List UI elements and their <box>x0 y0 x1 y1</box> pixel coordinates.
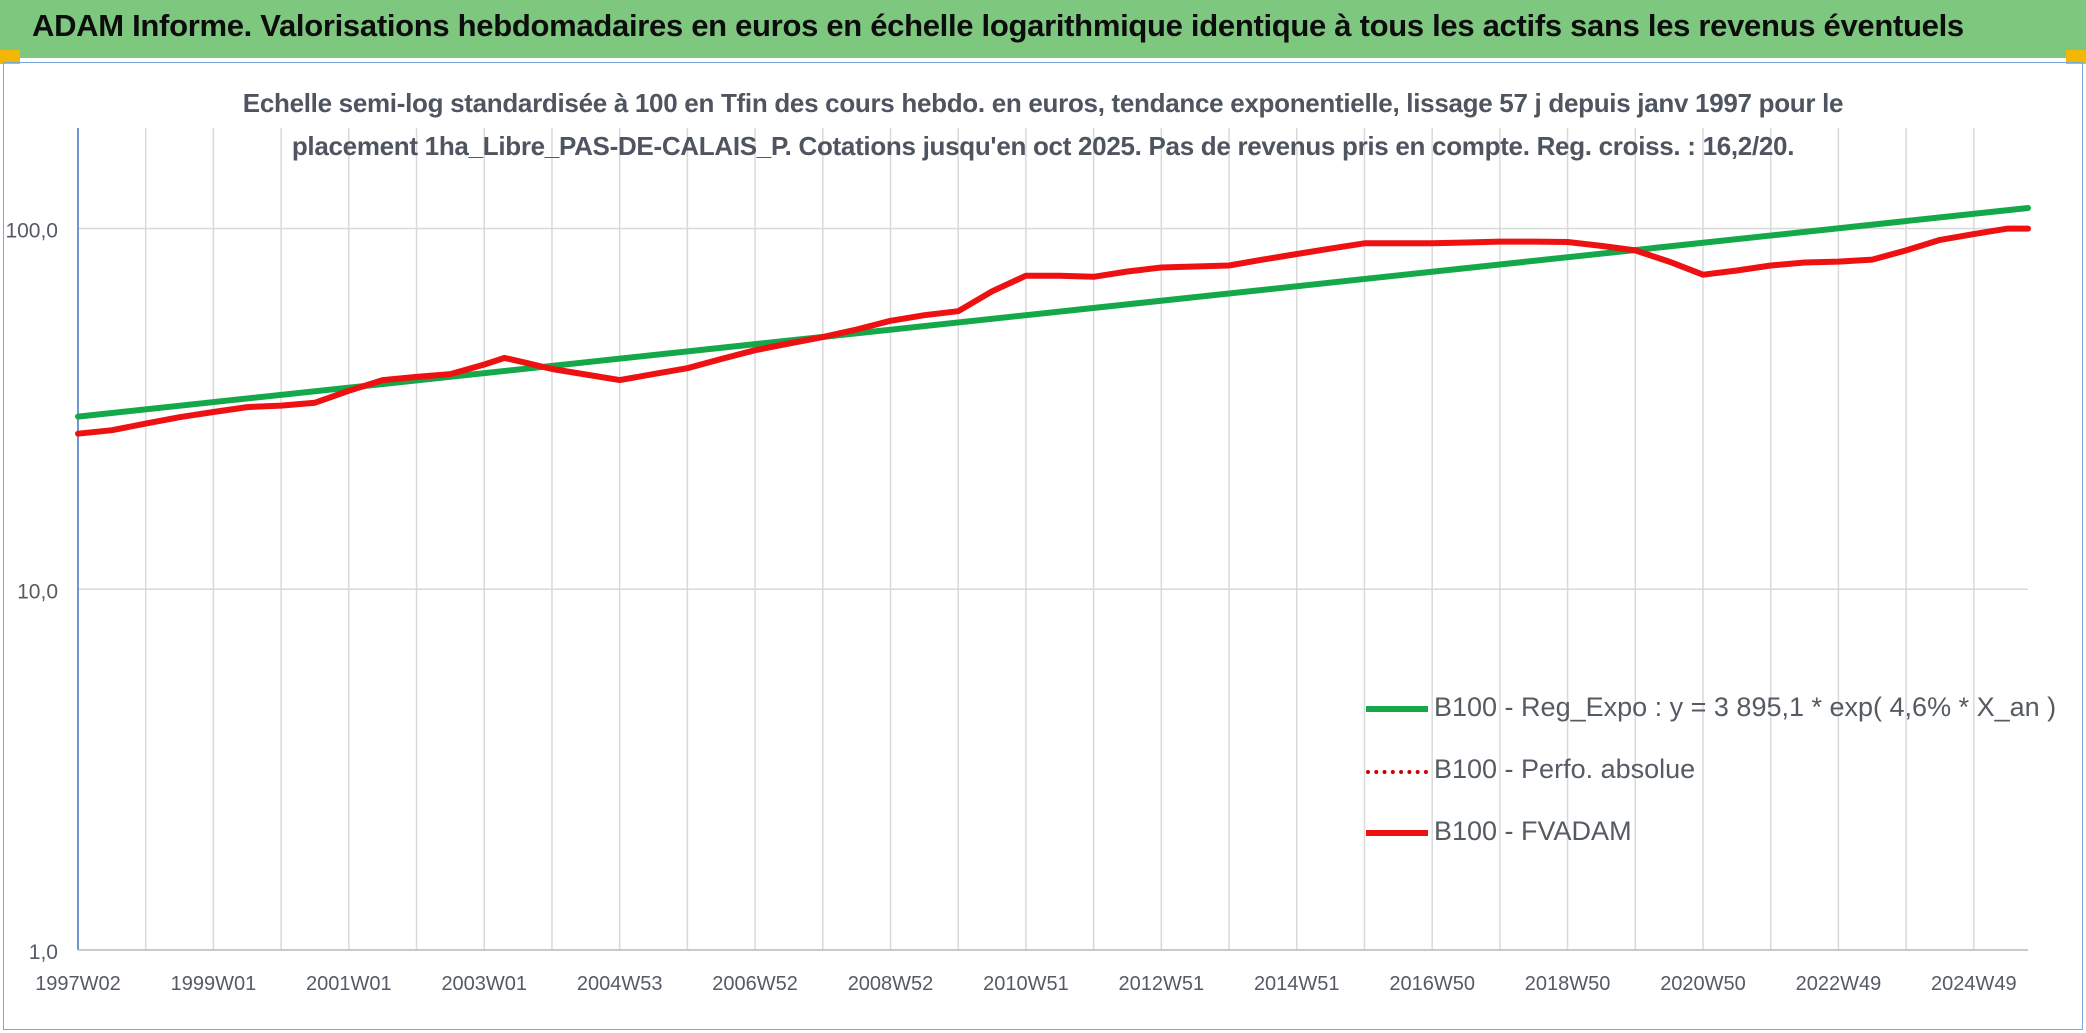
x-tick-label: 1999W01 <box>171 973 257 995</box>
x-tick-label: 2010W51 <box>983 973 1069 995</box>
x-tick-label: 2014W51 <box>1254 973 1340 995</box>
chart-subtitle-line-2: placement 1ha_Libre_PAS-DE-CALAIS_P. Cot… <box>291 131 1795 161</box>
x-tick-label: 2003W01 <box>441 973 527 995</box>
header-bar: ADAM Informe. Valorisations hebdomadaire… <box>0 0 2086 58</box>
chart-frame <box>3 62 2083 1030</box>
x-tick-label: 1997W02 <box>35 973 121 995</box>
chart-subtitle-line-1: Echelle semi-log standardisée à 100 en T… <box>242 88 1844 118</box>
legend-label-fvadam: B100 - FVADAM <box>1434 816 1632 846</box>
x-tick-label: 2022W49 <box>1796 973 1882 995</box>
x-tick-label: 2004W53 <box>577 973 663 995</box>
chart-series <box>75 205 2031 437</box>
corner-accent-right <box>2066 50 2086 64</box>
series-fvadam-line <box>75 225 2031 437</box>
legend-swatch-trend <box>1366 706 1428 712</box>
legend-label-trend: B100 - Reg_Expo : y = 3 895,1 * exp( 4,6… <box>1434 692 2057 722</box>
x-tick-label: 2024W49 <box>1931 973 2017 995</box>
page-title: ADAM Informe. Valorisations hebdomadaire… <box>32 8 1964 43</box>
legend-swatch-fvadam <box>1366 830 1428 836</box>
legend-label-perfo: B100 - Perfo. absolue <box>1434 754 1696 784</box>
x-tick-label: 2016W50 <box>1389 973 1475 995</box>
y-tick-label: 100,0 <box>5 220 58 243</box>
series-trend-line <box>75 205 2031 420</box>
chart-grid <box>78 128 2028 951</box>
x-tick-label: 2012W51 <box>1119 973 1205 995</box>
chart-axes: 1,0 10,0 100,0 1997W02 1999W01 2001W01 2003W01… <box>5 128 2028 995</box>
y-tick-label: 10,0 <box>17 580 58 603</box>
x-tick-label: 2008W52 <box>848 973 934 995</box>
legend-swatch-perfo <box>1366 770 1428 774</box>
x-tick-label: 2020W50 <box>1660 973 1746 995</box>
x-tick-label: 2006W52 <box>712 973 798 995</box>
y-tick-label: 1,0 <box>29 941 58 964</box>
x-tick-label: 2018W50 <box>1525 973 1611 995</box>
corner-accent-left <box>0 50 20 64</box>
x-tick-label: 2001W01 <box>306 973 392 995</box>
